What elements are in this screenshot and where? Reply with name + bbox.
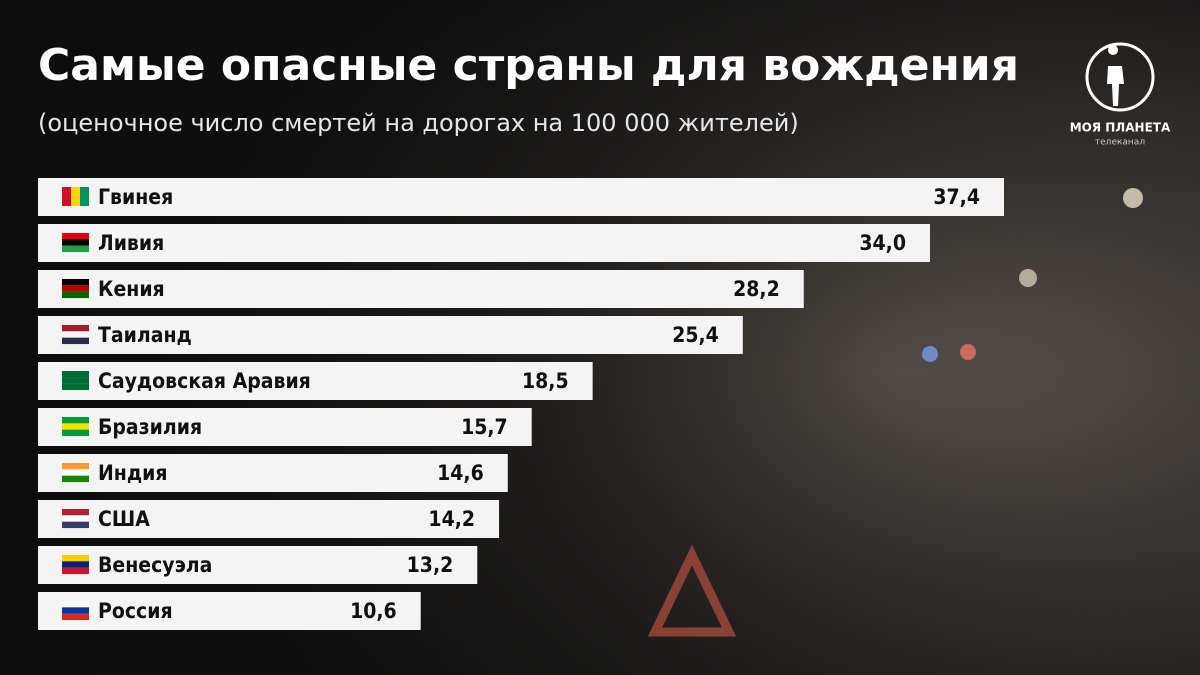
flag-stripe (62, 469, 89, 476)
flag-stripe (62, 245, 89, 253)
flag-stripe (62, 475, 89, 483)
value-label: 13,2 (407, 553, 454, 577)
category-label: Гвинея (98, 185, 173, 209)
flag-stripe (62, 371, 89, 378)
flag-stripe (62, 509, 89, 516)
category-label: Кения (98, 277, 165, 301)
warning-triangle (647, 544, 737, 637)
category-label: Индия (98, 461, 168, 485)
light (1019, 269, 1037, 287)
value-label: 14,2 (428, 507, 475, 531)
flag-stripe (62, 463, 89, 470)
value-label: 34,0 (859, 231, 906, 255)
flag-stripe (62, 613, 89, 621)
flag-stripe (62, 423, 89, 430)
category-label: Бразилия (98, 415, 202, 439)
flag-stripe (62, 417, 89, 424)
chart-title: Самые опасные страны для вождения (38, 40, 1019, 91)
category-label: США (98, 507, 150, 531)
flag-stripe (62, 567, 89, 575)
flag-stripe (62, 291, 89, 299)
flag-stripe (62, 429, 89, 437)
bar (38, 592, 421, 630)
bar (38, 316, 743, 354)
flag-stripe (62, 239, 89, 246)
category-label: Таиланд (98, 323, 192, 347)
bar (38, 546, 478, 584)
flag-stripe (62, 377, 89, 384)
logo-name: МОЯ ПЛАНЕТА (1070, 121, 1171, 135)
logo-figure (1107, 45, 1124, 106)
category-label: Ливия (98, 231, 164, 255)
flag-stripe (71, 187, 80, 206)
logo-subtitle: телеканал (1095, 138, 1145, 148)
flag-stripe (62, 555, 89, 562)
value-label: 37,4 (933, 185, 980, 209)
logo: МОЯ ПЛАНЕТА телеканал (1070, 42, 1171, 148)
light (922, 346, 938, 362)
flag-stripe (62, 337, 89, 345)
value-label: 10,6 (350, 599, 397, 623)
flag-stripe (62, 601, 89, 608)
bar (38, 224, 930, 262)
light (1123, 188, 1143, 208)
flag-stripe (62, 561, 89, 568)
flag-stripe (62, 285, 89, 292)
bar (38, 408, 532, 446)
bar (38, 362, 593, 400)
light (960, 344, 976, 360)
bar (38, 178, 1004, 216)
flag-stripe (62, 515, 89, 522)
flag-stripe (80, 187, 89, 206)
flag-stripe (62, 325, 89, 332)
flag-stripe (62, 279, 89, 286)
bar (38, 500, 500, 538)
flag-stripe (62, 233, 89, 240)
flag-stripe (62, 521, 89, 529)
category-label: Саудовская Аравия (98, 369, 311, 393)
value-label: 15,7 (461, 415, 508, 439)
flag-stripe (62, 383, 89, 391)
flag-stripe (62, 187, 71, 206)
bar (38, 454, 508, 492)
value-label: 18,5 (522, 369, 569, 393)
flag-stripe (62, 607, 89, 614)
flag-stripe (62, 331, 89, 338)
category-label: Россия (98, 599, 173, 623)
value-label: 14,6 (437, 461, 484, 485)
chart-subtitle: (оценочное число смертей на дорогах на 1… (38, 109, 799, 137)
category-label: Венесуэла (98, 553, 212, 577)
value-label: 28,2 (733, 277, 780, 301)
value-label: 25,4 (672, 323, 719, 347)
bar (38, 270, 804, 308)
logo-ring (1085, 42, 1155, 112)
